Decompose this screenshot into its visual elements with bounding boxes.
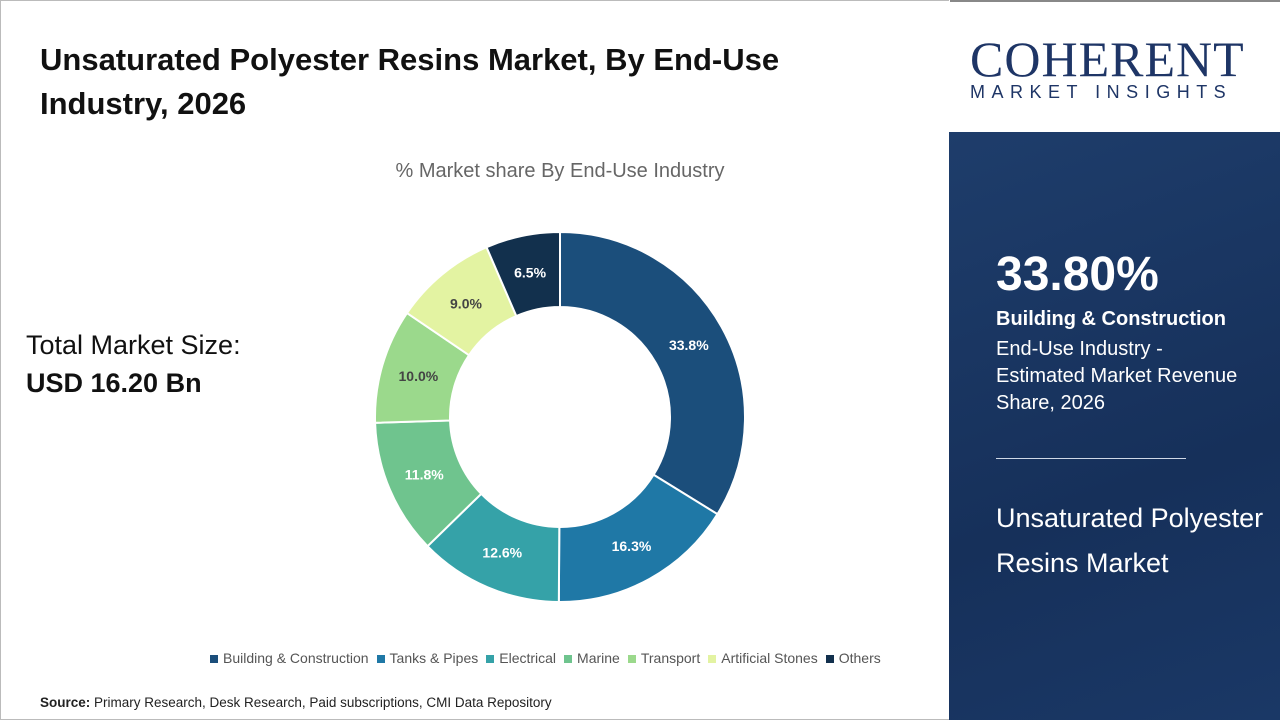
legend-swatch (564, 655, 573, 664)
divider (996, 458, 1186, 459)
highlight-panel: 33.80% Building & Construction End-Use I… (949, 132, 1280, 720)
page-title: Unsaturated Polyester Resins Market, By … (40, 42, 780, 121)
legend-swatch (627, 655, 636, 664)
legend-label: Tanks & Pipes (389, 650, 479, 666)
legend-swatch (825, 655, 834, 664)
chart-title: % Market share By End-Use Industry (395, 160, 725, 182)
legend-label: Others (838, 650, 881, 666)
total-market-size: Total Market Size: USD 16.20 Bn (26, 326, 241, 402)
legend-label: Electrical (499, 650, 557, 666)
market-name: Unsaturated Polyester Resins Market (996, 503, 1264, 578)
data-label: 9.0% (450, 295, 482, 311)
highlight-percent: 33.80% (996, 248, 1159, 301)
legend-swatch (486, 655, 495, 664)
legend-label: Building & Construction (223, 650, 369, 666)
legend-label: Marine (577, 650, 620, 666)
total-label: Total Market Size: (26, 330, 241, 360)
donut-slice (485, 230, 561, 318)
logo: COHERENT MARKET INSIGHTS (950, 0, 1280, 134)
highlight-description: End-Use Industry - Estimated Market Reve… (996, 338, 1238, 414)
legend-swatch (708, 655, 717, 664)
source-text: Primary Research, Desk Research, Paid su… (90, 695, 552, 710)
logo-main: COHERENT (970, 31, 1245, 87)
legend-item: Tanks & Pipes (376, 650, 479, 666)
legend-swatch (376, 655, 385, 664)
highlight-segment: Building & Construction (996, 308, 1226, 330)
legend-item: Transport (627, 650, 701, 666)
legend-item: Artificial Stones (708, 650, 818, 666)
data-label: 10.0% (399, 368, 439, 384)
data-label: 33.8% (669, 337, 709, 353)
legend-item: Others (825, 650, 881, 666)
data-label: 11.8% (405, 467, 444, 483)
source-note: Source: Primary Research, Desk Research,… (40, 695, 552, 710)
donut-slice (559, 230, 746, 516)
total-value: USD 16.20 Bn (26, 368, 202, 398)
legend-item: Electrical (486, 650, 556, 666)
legend-swatch (210, 655, 218, 664)
donut-chart: 33.8% 16.3% 12.6% 11.8% 10.0% 9.0% 6.5% (374, 230, 746, 604)
legend-label: Transport (640, 650, 701, 666)
legend-item: Building & Construction (210, 650, 369, 666)
logo-sub: MARKET INSIGHTS (970, 82, 1233, 102)
legend-label: Artificial Stones (721, 650, 818, 666)
legend: Building & Construction Tanks & Pipes Elec… (210, 650, 881, 666)
data-label: 6.5% (514, 265, 546, 281)
legend-item: Marine (564, 650, 620, 666)
data-label: 12.6% (482, 545, 522, 561)
source-label: Source: (40, 695, 91, 710)
data-label: 16.3% (612, 538, 652, 554)
